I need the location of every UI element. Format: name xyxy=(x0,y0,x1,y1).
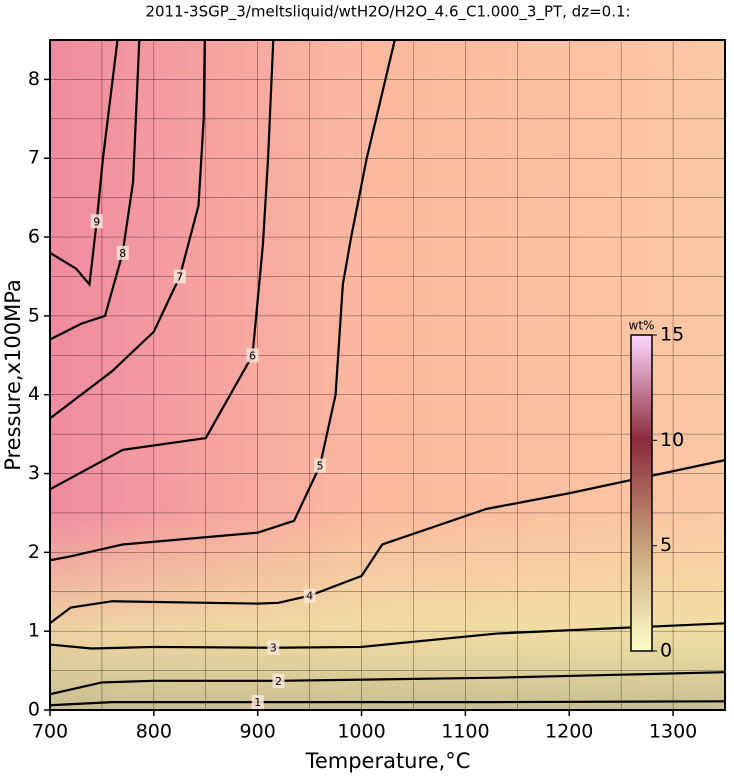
contour-label-box xyxy=(251,695,264,710)
contour-label: 4 xyxy=(306,590,313,603)
contour-line xyxy=(49,671,726,696)
y-tick-label: 6 xyxy=(28,226,40,248)
x-tick-label: 900 xyxy=(240,721,276,743)
contour-label: 6 xyxy=(249,349,256,362)
contour-label: 9 xyxy=(93,215,100,228)
y-axis-label: Pressure,x100MPa xyxy=(1,279,25,471)
contour-label-box xyxy=(116,245,129,260)
contour-line xyxy=(49,39,119,287)
y-tick-label: 5 xyxy=(28,304,40,326)
plot-shade xyxy=(50,40,725,710)
colorbar-tick-label: 10 xyxy=(660,429,684,451)
y-tick-label: 4 xyxy=(28,383,40,405)
x-tick-label: 800 xyxy=(136,721,172,743)
contour-label-box xyxy=(90,214,103,229)
chart-title: 2011-3SGP_3/meltsliquid/wtH2O/H2O_4.6_C1… xyxy=(145,3,630,22)
contour-label: 2 xyxy=(275,675,282,688)
x-axis-label: Temperature,°C xyxy=(305,749,471,773)
x-tick-label: 700 xyxy=(32,721,68,743)
contour-label: 8 xyxy=(119,247,126,260)
y-tick-label: 7 xyxy=(28,147,40,169)
contour-label: 7 xyxy=(176,270,183,283)
contour-label-box xyxy=(272,673,285,688)
contour-label-box xyxy=(267,640,280,655)
y-tick-label: 3 xyxy=(28,462,40,484)
y-tick-label: 0 xyxy=(28,699,40,721)
colorbar xyxy=(630,334,653,652)
x-tick-label: 1200 xyxy=(545,721,593,743)
colorbar-tick-label: 5 xyxy=(660,534,672,556)
contour-label-box xyxy=(314,458,326,473)
colorbar-tick-label: 15 xyxy=(660,324,684,346)
y-tick-label: 2 xyxy=(28,541,40,563)
x-tick-label: 1100 xyxy=(441,721,489,743)
colorbar-tick-label: 0 xyxy=(660,640,672,662)
contour-label-box xyxy=(173,269,186,284)
contour-label-box xyxy=(303,588,316,603)
contour-label-box xyxy=(246,348,259,363)
colorbar-label: wt% xyxy=(629,319,655,333)
contour-line xyxy=(49,39,141,341)
y-tick-label: 8 xyxy=(28,68,40,90)
x-tick-label: 1000 xyxy=(337,721,385,743)
x-tick-label: 1300 xyxy=(649,721,697,743)
contour-label: 5 xyxy=(317,460,324,473)
contour-label: 3 xyxy=(270,642,277,655)
plot-frame xyxy=(49,39,726,711)
contour-label: 1 xyxy=(254,696,261,709)
y-tick-label: 1 xyxy=(28,620,40,642)
